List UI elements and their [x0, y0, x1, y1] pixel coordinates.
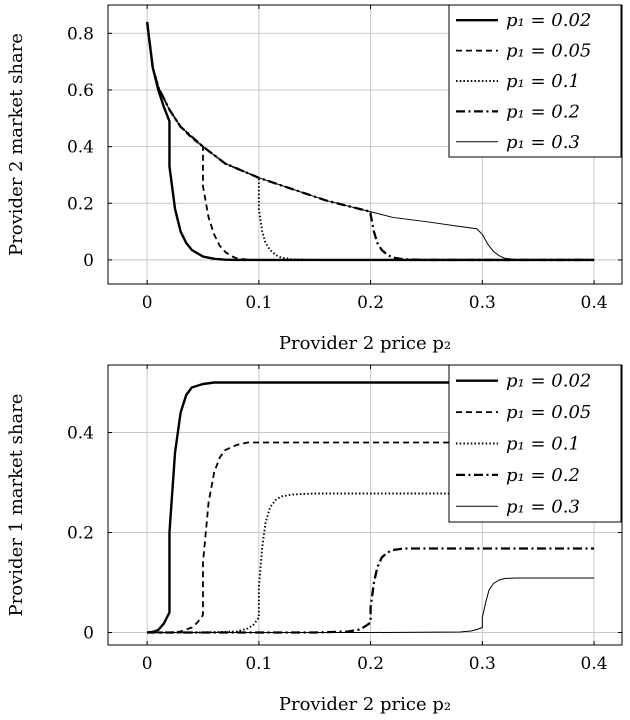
y-tick-label: 0.4	[67, 138, 94, 158]
x-tick-label: 0.4	[581, 293, 608, 313]
y-tick-label: 0	[83, 251, 94, 271]
legend-label-2: p₁ = 0.05	[506, 402, 591, 423]
legend-label-4: p₁ = 0.2	[506, 465, 580, 486]
series-line-3	[146, 21, 595, 261]
y-tick-label: 0.4	[67, 424, 94, 444]
legend-label-1: p₁ = 0.02	[506, 10, 591, 31]
y-tick-label: 0.8	[67, 24, 94, 44]
x-tick-label: 0.2	[357, 293, 384, 313]
legend-label-1: p₁ = 0.02	[506, 371, 591, 392]
x-tick-label: 0	[142, 293, 153, 313]
x-tick-label: 0	[142, 654, 153, 674]
legend: p₁ = 0.02 p₁ = 0.05 p₁ = 0.1 p₁ = 0.2 p₁ = 0…	[448, 364, 622, 523]
x-tick-label: 0.3	[469, 654, 496, 674]
x-tick-label: 0.1	[245, 654, 272, 674]
series-line-1	[147, 381, 595, 634]
y-axis-label: Provider 1 market share	[6, 394, 27, 617]
legend-label-2: p₁ = 0.05	[506, 41, 591, 62]
x-tick-label: 0.2	[357, 654, 384, 674]
legend-label-4: p₁ = 0.2	[506, 101, 580, 122]
legend-label-3: p₁ = 0.1	[506, 434, 580, 455]
series-line-5	[147, 577, 595, 633]
legend-box	[448, 364, 622, 523]
plot-frame	[107, 364, 623, 646]
y-tick-label: 0.2	[67, 194, 94, 214]
y-tick-label: 0.2	[67, 524, 94, 544]
x-axis-label: Provider 2 price p₂	[279, 333, 451, 354]
series-line-2	[147, 441, 595, 634]
y-tick-label: 0.6	[67, 81, 94, 101]
x-tick-label: 0.1	[245, 293, 272, 313]
y-axis-label: Provider 2 market share	[6, 33, 27, 256]
y-tick-label: 0	[83, 624, 94, 644]
legend-box	[448, 4, 622, 158]
series-line-5	[146, 21, 595, 261]
series-line-3	[147, 492, 595, 634]
x-tick-label: 0.3	[469, 293, 496, 313]
x-axis-label: Provider 2 price p₂	[279, 694, 451, 715]
legend-label-3: p₁ = 0.1	[506, 71, 580, 92]
chart-top-provider2-share: 0 0.1 0.2 0.3 0.4 0 0.2 0.4 0.6 0.8 Provider 2 pri…	[6, 4, 623, 354]
series-line-4	[147, 547, 595, 634]
x-tick-label: 0.4	[581, 654, 608, 674]
legend-label-5: p₁ = 0.3	[506, 132, 580, 153]
legend-label-5: p₁ = 0.3	[506, 496, 580, 517]
legend: p₁ = 0.02 p₁ = 0.05 p₁ = 0.1 p₁ = 0.2 p₁ = 0…	[448, 4, 622, 158]
chart-bottom-provider1-share: 0 0.1 0.2 0.3 0.4 0 0.2 0.4 Provider 2 price p₂ P…	[6, 364, 623, 715]
plot-frame	[107, 4, 623, 285]
